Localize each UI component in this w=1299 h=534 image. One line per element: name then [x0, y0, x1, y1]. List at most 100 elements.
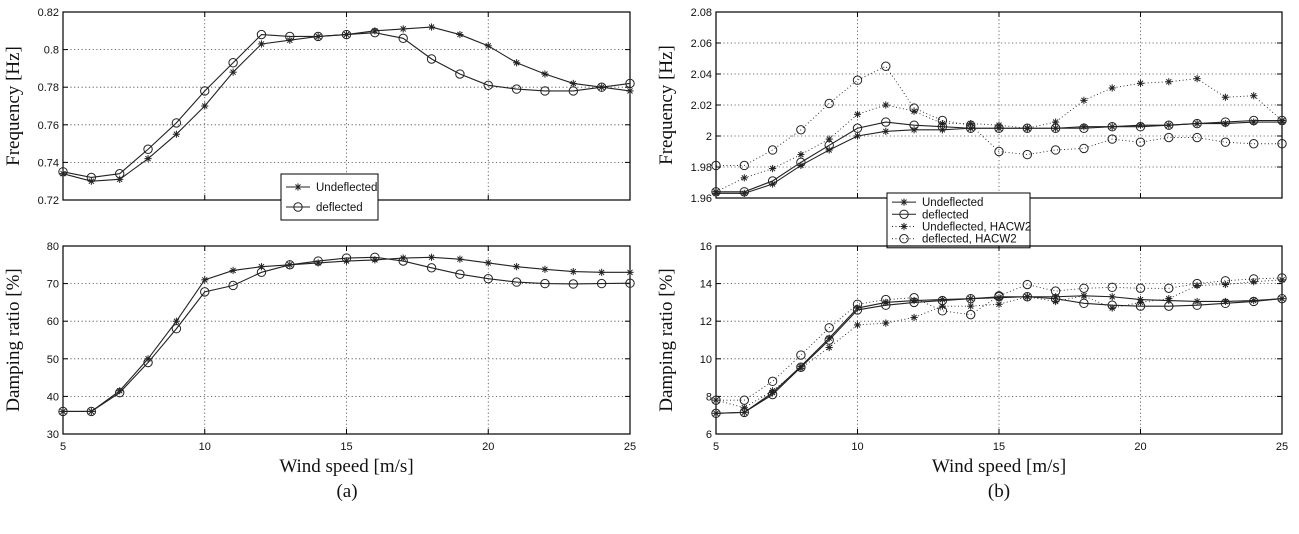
y-tick-label: 2.06	[691, 38, 712, 50]
circle-marker	[1050, 286, 1061, 296]
legend-item: deflected, HACW2	[892, 234, 1017, 246]
circle-marker	[1107, 134, 1117, 144]
star-marker	[910, 313, 918, 322]
circle-icon	[899, 209, 909, 220]
star-marker	[769, 387, 777, 395]
star-marker	[399, 254, 407, 262]
circle-marker	[824, 323, 834, 333]
y-axis-label: Frequency [Hz]	[656, 45, 677, 165]
star-marker	[938, 295, 946, 304]
circle-marker	[426, 263, 437, 273]
circle-marker	[228, 58, 238, 68]
star-marker	[740, 174, 748, 182]
star-marker	[1080, 292, 1088, 300]
star-marker	[910, 107, 918, 115]
star-stroke	[1222, 94, 1229, 101]
circle-marker	[568, 86, 578, 96]
circle-marker	[1220, 137, 1231, 147]
star-stroke	[513, 263, 520, 270]
star-stroke	[627, 88, 633, 94]
circle-marker	[115, 168, 125, 179]
legend-label: deflected, HACW2	[922, 234, 1017, 246]
star-stroke	[1279, 117, 1285, 124]
legend-label: Undeflected, HACW2	[922, 222, 1031, 234]
star-marker	[995, 300, 1003, 308]
circle-marker	[625, 278, 635, 288]
circle-marker	[994, 146, 1004, 157]
y-axis-label: Frequency [Hz]	[3, 46, 24, 166]
circle-marker	[1022, 279, 1033, 290]
star-icon	[900, 222, 908, 231]
circle-marker	[200, 287, 210, 297]
circle-marker	[1164, 283, 1174, 293]
y-tick-label: 0.74	[38, 157, 59, 169]
star-marker	[1108, 84, 1116, 92]
circle-marker	[58, 167, 68, 177]
star-stroke	[230, 267, 236, 274]
legend: Undeflected deflected	[280, 173, 379, 221]
circle-marker	[171, 118, 182, 128]
circle-marker	[58, 406, 68, 417]
star-stroke	[1052, 119, 1059, 125]
star-stroke	[513, 59, 520, 66]
circle-marker	[711, 395, 721, 405]
circle-marker	[796, 125, 806, 135]
star-stroke	[1250, 278, 1257, 285]
star-stroke	[485, 42, 492, 49]
star-marker	[541, 70, 549, 78]
star-stroke	[854, 322, 861, 328]
star-stroke	[826, 136, 833, 142]
circle-marker	[1050, 145, 1061, 155]
star-stroke	[400, 255, 407, 261]
star-stroke	[911, 108, 917, 115]
star-marker	[825, 343, 833, 352]
star-marker	[569, 267, 577, 276]
star-stroke	[1081, 292, 1087, 299]
circle-marker	[909, 120, 919, 130]
star-stroke	[901, 199, 907, 205]
circle-marker	[909, 293, 919, 303]
circle-marker	[171, 324, 182, 334]
circle-marker	[824, 98, 834, 109]
x-tick-label: 15	[340, 441, 352, 453]
circle-marker	[739, 160, 749, 171]
star-marker	[172, 317, 180, 325]
star-stroke	[996, 122, 1002, 129]
circle-marker	[937, 306, 948, 316]
y-tick-label: 14	[700, 279, 712, 291]
circle-marker	[1164, 132, 1174, 143]
circle-marker	[596, 82, 607, 92]
star-marker	[172, 130, 180, 138]
legend-box	[280, 173, 379, 221]
circle-marker	[398, 256, 408, 266]
star-stroke	[1052, 298, 1059, 305]
star-stroke	[882, 102, 889, 108]
star-stroke	[542, 71, 548, 77]
y-tick-label: 0.82	[38, 7, 59, 19]
x-tick-label: 15	[993, 441, 1005, 453]
circle-marker	[852, 75, 863, 85]
star-stroke	[201, 276, 208, 283]
star-marker	[626, 268, 634, 276]
circle-marker	[1079, 123, 1089, 133]
y-tick-label: 6	[706, 429, 712, 441]
circle-marker	[341, 253, 352, 263]
plot-frame	[715, 245, 1283, 435]
y-tick-label: 16	[700, 241, 712, 253]
star-stroke	[457, 256, 463, 263]
star-marker	[882, 319, 890, 327]
circle-marker	[1135, 122, 1146, 132]
y-tick-label: 8	[706, 391, 712, 403]
star-stroke	[1165, 295, 1172, 302]
star-stroke	[882, 320, 889, 326]
circle-marker	[994, 291, 1004, 301]
circle-marker	[1135, 137, 1146, 147]
star-stroke	[201, 103, 208, 109]
star-stroke	[939, 296, 946, 303]
star-marker	[1136, 79, 1145, 87]
star-marker	[712, 188, 720, 196]
star-marker	[229, 68, 237, 76]
circle-marker	[1135, 283, 1146, 293]
x-axis-label: Wind speed [m/s]	[279, 456, 413, 477]
